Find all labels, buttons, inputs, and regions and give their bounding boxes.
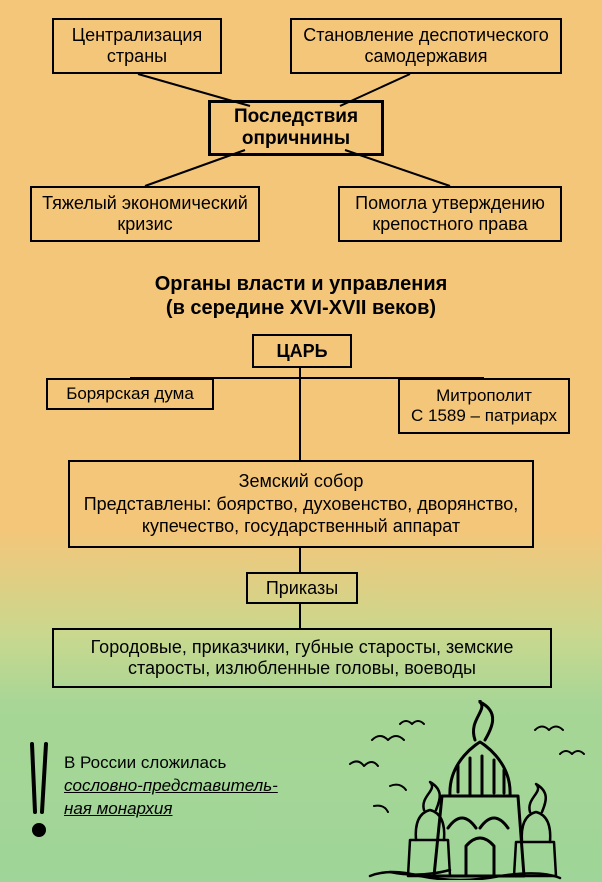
diagram-canvas: Централизация страны Становление деспоти… (0, 0, 602, 882)
church-sketch-icon (330, 700, 590, 880)
exclamation-icon (20, 740, 58, 840)
